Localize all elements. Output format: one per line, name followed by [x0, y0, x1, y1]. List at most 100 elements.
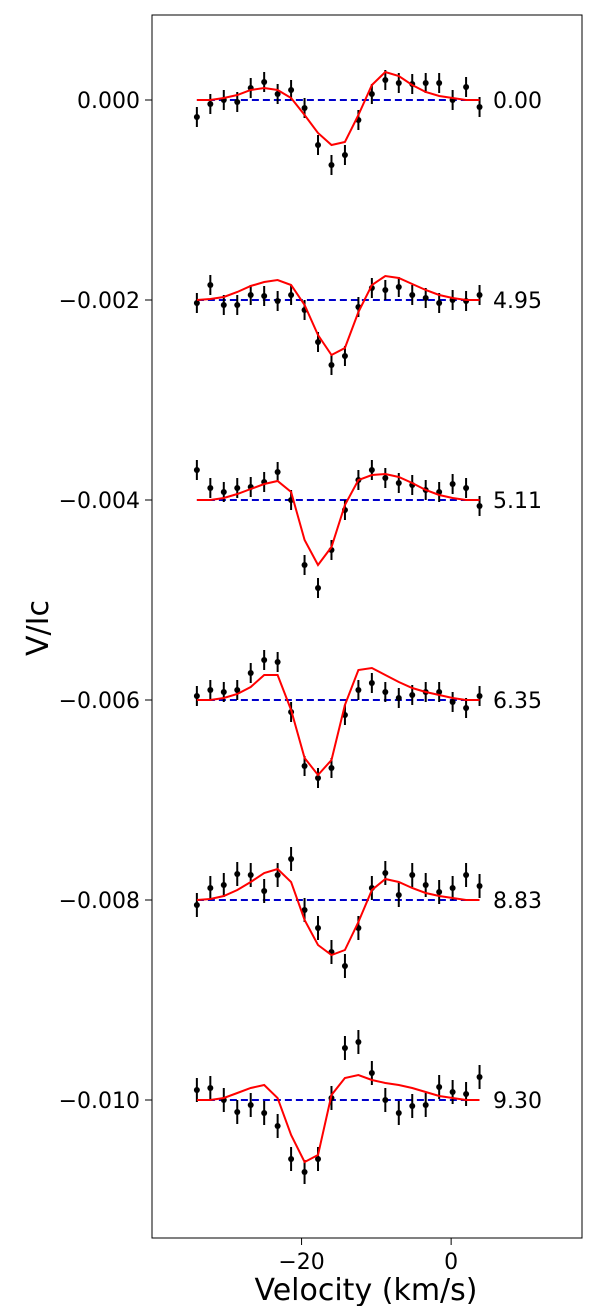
data-point	[261, 888, 268, 894]
data-point	[220, 489, 227, 495]
offset-label: 5.11	[493, 489, 542, 514]
data-point	[368, 91, 375, 97]
data-point	[382, 287, 389, 293]
data-point	[315, 142, 322, 148]
data-point	[476, 292, 483, 298]
data-point	[234, 871, 241, 877]
data-point	[274, 659, 281, 665]
data-point	[207, 1085, 214, 1091]
data-point	[395, 80, 402, 86]
offset-label: 8.83	[493, 889, 542, 914]
data-point	[288, 292, 295, 298]
data-point	[301, 105, 308, 111]
data-point	[328, 765, 335, 771]
y-tick-label: −0.002	[59, 289, 140, 314]
y-tick-label: −0.010	[59, 1089, 140, 1114]
data-point	[315, 775, 322, 781]
data-point	[382, 1097, 389, 1103]
baseline-layer	[196, 99, 480, 1101]
data-point	[274, 469, 281, 475]
data-point	[261, 657, 268, 663]
axes-layer: 0.000 −0.002 −0.004 −0.006 −0.008 −0.010 −20 0	[59, 89, 459, 1275]
data-point	[395, 1110, 402, 1116]
model-curve	[196, 70, 480, 147]
data-point	[436, 80, 443, 86]
data-point	[395, 892, 402, 898]
data-point	[449, 885, 456, 891]
data-point	[395, 284, 402, 290]
data-point	[288, 1156, 295, 1162]
data-point	[449, 481, 456, 487]
data-point	[234, 1109, 241, 1115]
data-point	[355, 687, 362, 693]
data-point	[341, 1045, 348, 1051]
data-point	[328, 362, 335, 368]
data-point	[193, 114, 200, 120]
data-point	[234, 687, 241, 693]
offset-label: 4.95	[493, 289, 542, 314]
data-point	[207, 687, 214, 693]
data-point	[463, 485, 470, 491]
data-point	[193, 902, 200, 908]
data-point	[220, 302, 227, 308]
data-point	[274, 1123, 281, 1129]
data-point	[315, 585, 322, 591]
observed-points-layer	[193, 77, 483, 1175]
data-point	[247, 670, 254, 676]
data-point	[261, 79, 268, 85]
data-point	[193, 467, 200, 473]
data-point	[463, 705, 470, 711]
data-point	[436, 889, 443, 895]
data-point	[436, 300, 443, 306]
data-point	[220, 689, 227, 695]
model-curve	[196, 666, 480, 777]
data-point	[247, 1102, 254, 1108]
data-point	[301, 1169, 308, 1175]
data-point	[315, 1156, 322, 1162]
model-curve	[196, 1073, 480, 1164]
data-point	[409, 872, 416, 878]
offset-label: 0.00	[493, 89, 542, 114]
data-point	[301, 907, 308, 913]
data-point	[355, 1039, 362, 1045]
data-point	[247, 872, 254, 878]
data-point	[436, 1084, 443, 1090]
data-point	[476, 693, 483, 699]
data-point	[422, 295, 429, 301]
plot-frame	[151, 14, 583, 1239]
model-curve	[196, 274, 480, 357]
data-point	[274, 872, 281, 878]
data-point	[422, 882, 429, 888]
data-point	[382, 689, 389, 695]
data-point	[288, 856, 295, 862]
data-point	[247, 292, 254, 298]
data-point	[220, 882, 227, 888]
y-tick-label: −0.004	[59, 489, 140, 514]
data-point	[409, 1103, 416, 1109]
y-tick-label: −0.008	[59, 889, 140, 914]
data-point	[234, 302, 241, 308]
y-axis-title: V/Ic	[21, 600, 56, 656]
data-point	[368, 1070, 375, 1076]
data-point	[207, 485, 214, 491]
data-point	[261, 293, 268, 299]
model-curve	[196, 472, 480, 567]
y-tick-label: 0.000	[77, 89, 140, 114]
data-point	[449, 699, 456, 705]
data-point	[341, 152, 348, 158]
model-curve	[196, 867, 480, 957]
data-point	[341, 353, 348, 359]
data-point	[476, 503, 483, 509]
data-point	[476, 104, 483, 110]
offset-label: 6.35	[493, 689, 542, 714]
data-point	[476, 883, 483, 889]
data-point	[382, 870, 389, 876]
errorbar-layer	[195, 70, 481, 1184]
data-point	[409, 292, 416, 298]
y-tick-label: −0.006	[59, 689, 140, 714]
data-point	[193, 300, 200, 306]
data-point	[463, 872, 470, 878]
data-point	[382, 77, 389, 83]
data-point	[476, 1074, 483, 1080]
